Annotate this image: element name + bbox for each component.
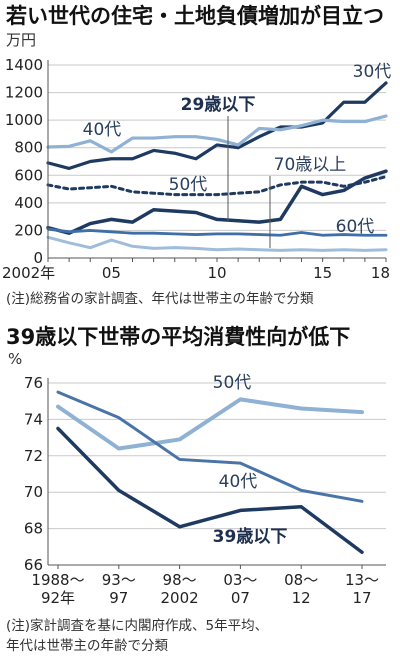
chart1-lines [46,81,388,252]
chart1-note: (注)総務省の家計調査、年代は世帯主の年齢で分類 [6,290,314,307]
chart1-ytick-label: 0 [33,249,43,267]
chart-consumption-propensity: 39歳以下世帯の平均消費性向が低下 % 66 68 70 72 74 76 1988〜92年… [6,325,386,654]
chart2-unit-label: % [8,350,22,368]
chart2-series-line-40代 [56,390,364,503]
chart1-series-label-29歳以下: 29歳以下 [181,94,256,115]
chart2-xtick-label-bottom: 07 [231,589,250,607]
chart2-xtick-label-bottom: 92年 [41,589,75,607]
chart1-ytick-label: 600 [14,166,43,184]
chart1-ytick-label: 800 [14,139,43,157]
chart2-ytick-label: 74 [24,410,43,428]
chart2-xtick-label-top: 98〜 [163,571,197,589]
chart2-ytick-label: 72 [24,447,43,465]
chart-debt-by-age: 若い世代の住宅・土地負債増加が目立つ 万円 0 200 400 600 800 1000 1… [2,4,391,307]
chart1-unit-label: 万円 [6,31,36,49]
chart2-ytick-label: 76 [24,374,43,392]
chart2-xtick-label-top: 13〜 [345,571,379,589]
chart1-series-label-60代: 60代 [336,217,375,237]
chart1-ytick-label: 400 [14,194,43,212]
chart2-series-line-39歳以下 [56,426,364,555]
chart1-xtick-label: 2002年 [2,264,55,282]
chart1-series-label-30代: 30代 [353,62,392,82]
chart1-series-line-70歳以上 [46,235,388,252]
chart1-xtick-label: 10 [207,264,226,282]
chart1-series-line-29歳以下 [46,169,388,235]
chart2-ytick-label: 70 [24,483,43,501]
chart1-series-line-40代 [46,114,388,154]
chart2-xtick-label-bottom: 97 [109,589,128,607]
chart2-xtick-label-bottom: 12 [292,589,311,607]
chart2-xtick-label-top: 93〜 [102,571,136,589]
chart2-series-labels: 50代 40代 39歳以下 [213,373,288,547]
chart2-lines [56,390,364,555]
chart2-series-label-40代: 40代 [219,472,258,492]
chart1-xtick-label: 05 [102,264,121,282]
chart1-ytick-label: 1400 [5,56,43,74]
chart1-ytick-label: 1200 [5,84,43,102]
chart2-series-label-50代: 50代 [213,373,252,393]
chart1-series-line-50代 [46,175,388,197]
chart2-xtick-label-bottom: 17 [352,589,371,607]
chart1-ytick-label: 1000 [5,111,43,129]
chart2-note-line1: (注)家計調査を基に内閣府作成、5年平均、 [6,617,268,634]
chart1-series-label-40代: 40代 [83,120,122,140]
chart2-xtick-label-top: 03〜 [223,571,257,589]
chart1-series-line-60代 [46,227,388,237]
chart1-title: 若い世代の住宅・土地負債増加が目立つ [5,4,384,28]
chart1-xtick-label: 15 [313,264,332,282]
chart2-xtick-label-top: 1988〜 [31,571,84,589]
chart1-ytick-label: 200 [14,221,43,239]
chart2-ytick-label: 68 [24,520,43,538]
chart1-axes: 0 200 400 600 800 1000 1200 1400 2002年 05 10 15 18 [2,56,390,282]
chart2-xtick-label-bottom: 2002 [161,589,199,607]
chart1-series-line-30代 [46,81,388,170]
chart1-series-labels: 30代 40代 50代 29歳以下 60代 70歳以上 [83,62,392,248]
chart2-title: 39歳以下世帯の平均消費性向が低下 [6,325,350,349]
chart2-note-line2: 年代は世帯主の年齢で分類 [6,638,168,654]
chart2-series-label-39歳以下: 39歳以下 [213,526,288,547]
chart2-xtick-label-top: 08〜 [284,571,318,589]
chart2-ytick-label: 66 [24,556,43,574]
chart1-series-label-70歳以上: 70歳以上 [274,155,347,175]
chart1-xtick-label: 18 [371,264,390,282]
chart1-series-label-50代: 50代 [169,175,208,195]
chart2-axes: 66 68 70 72 74 76 1988〜92年 93〜97 98〜2002 03〜07 08〜… [24,374,386,607]
chart2-series-line-50代 [56,397,364,451]
